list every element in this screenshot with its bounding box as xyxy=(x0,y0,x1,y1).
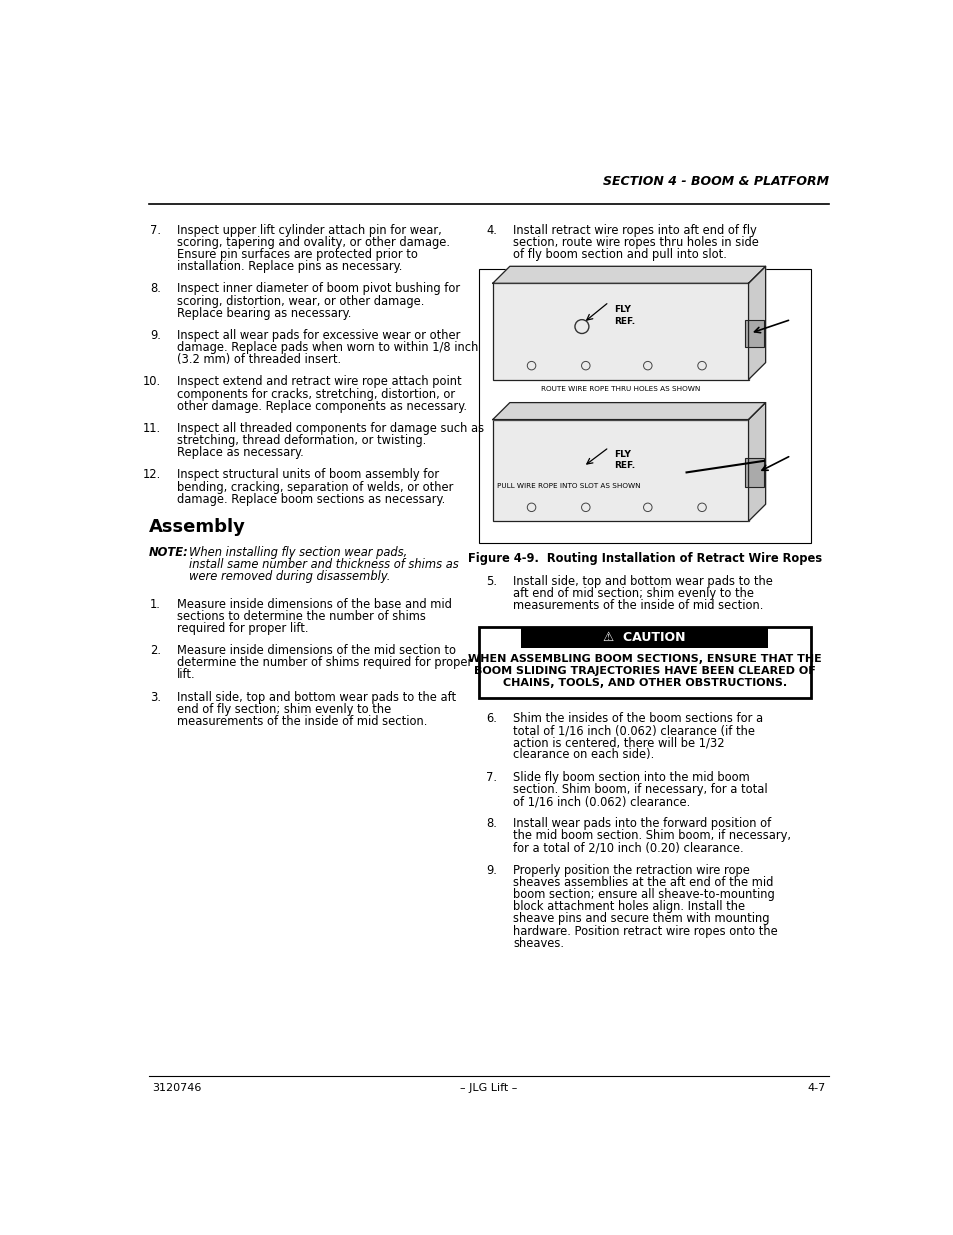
Text: required for proper lift.: required for proper lift. xyxy=(176,622,308,635)
Text: 8.: 8. xyxy=(150,283,161,295)
Text: ⚠  CAUTION: ⚠ CAUTION xyxy=(603,631,685,643)
Text: – JLG Lift –: – JLG Lift – xyxy=(459,1083,517,1093)
Bar xyxy=(744,320,763,347)
Text: 4-7: 4-7 xyxy=(807,1083,825,1093)
Text: 2.: 2. xyxy=(150,645,161,657)
Text: aft end of mid section; shim evenly to the: aft end of mid section; shim evenly to t… xyxy=(513,588,753,600)
Bar xyxy=(493,420,748,521)
Text: Replace bearing as necessary.: Replace bearing as necessary. xyxy=(176,306,351,320)
Bar xyxy=(478,627,810,698)
Text: Install side, top and bottom wear pads to the aft: Install side, top and bottom wear pads t… xyxy=(176,690,456,704)
Text: were removed during disassembly.: were removed during disassembly. xyxy=(189,571,390,583)
Text: scoring, tapering and ovality, or other damage.: scoring, tapering and ovality, or other … xyxy=(176,236,449,248)
Text: 9.: 9. xyxy=(150,329,161,342)
Text: Install side, top and bottom wear pads to the: Install side, top and bottom wear pads t… xyxy=(513,576,772,588)
Text: Measure inside dimensions of the mid section to: Measure inside dimensions of the mid sec… xyxy=(176,645,456,657)
Text: Properly position the retraction wire rope: Properly position the retraction wire ro… xyxy=(513,863,749,877)
Text: 3.: 3. xyxy=(150,690,161,704)
Text: sheave pins and secure them with mounting: sheave pins and secure them with mountin… xyxy=(513,913,769,925)
Polygon shape xyxy=(493,267,765,283)
Text: section, route wire ropes thru holes in side: section, route wire ropes thru holes in … xyxy=(513,236,758,248)
Text: of fly boom section and pull into slot.: of fly boom section and pull into slot. xyxy=(513,248,726,261)
Text: for a total of 2/10 inch (0.20) clearance.: for a total of 2/10 inch (0.20) clearanc… xyxy=(513,841,742,855)
Text: action is centered, there will be 1/32: action is centered, there will be 1/32 xyxy=(513,736,724,750)
Text: 6.: 6. xyxy=(486,713,497,725)
Text: hardware. Position retract wire ropes onto the: hardware. Position retract wire ropes on… xyxy=(513,925,777,937)
Text: REF.: REF. xyxy=(614,316,635,326)
Polygon shape xyxy=(748,403,765,521)
Text: Slide fly boom section into the mid boom: Slide fly boom section into the mid boom xyxy=(513,771,749,784)
Text: Inspect all wear pads for excessive wear or other: Inspect all wear pads for excessive wear… xyxy=(176,329,459,342)
Text: SECTION 4 - BOOM & PLATFORM: SECTION 4 - BOOM & PLATFORM xyxy=(602,175,828,188)
Bar xyxy=(521,627,767,648)
Text: NOTE:: NOTE: xyxy=(149,546,189,558)
Text: Shim the insides of the boom sections for a: Shim the insides of the boom sections fo… xyxy=(513,713,762,725)
Text: WHEN ASSEMBLING BOOM SECTIONS, ENSURE THAT THE: WHEN ASSEMBLING BOOM SECTIONS, ENSURE TH… xyxy=(467,655,821,664)
Text: BOOM SLIDING TRAJECTORIES HAVE BEEN CLEARED OF: BOOM SLIDING TRAJECTORIES HAVE BEEN CLEA… xyxy=(474,666,815,676)
Text: section. Shim boom, if necessary, for a total: section. Shim boom, if necessary, for a … xyxy=(513,783,767,795)
Polygon shape xyxy=(748,267,765,379)
Text: lift.: lift. xyxy=(176,668,195,682)
Text: end of fly section; shim evenly to the: end of fly section; shim evenly to the xyxy=(176,703,391,716)
Text: Ensure pin surfaces are protected prior to: Ensure pin surfaces are protected prior … xyxy=(176,248,417,261)
Text: Install retract wire ropes into aft end of fly: Install retract wire ropes into aft end … xyxy=(513,224,756,237)
Text: 3120746: 3120746 xyxy=(152,1083,201,1093)
Text: REF.: REF. xyxy=(614,461,635,471)
Text: FLY: FLY xyxy=(614,451,631,459)
Text: measurements of the inside of mid section.: measurements of the inside of mid sectio… xyxy=(176,715,427,727)
Text: components for cracks, stretching, distortion, or: components for cracks, stretching, disto… xyxy=(176,388,455,400)
Polygon shape xyxy=(493,403,765,420)
Text: PULL WIRE ROPE INTO SLOT AS SHOWN: PULL WIRE ROPE INTO SLOT AS SHOWN xyxy=(497,483,639,489)
Bar xyxy=(478,269,810,542)
Text: (3.2 mm) of threaded insert.: (3.2 mm) of threaded insert. xyxy=(176,353,340,366)
Text: scoring, distortion, wear, or other damage.: scoring, distortion, wear, or other dama… xyxy=(176,294,423,308)
Text: 1.: 1. xyxy=(150,598,161,610)
Text: bending, cracking, separation of welds, or other: bending, cracking, separation of welds, … xyxy=(176,480,453,494)
Text: stretching, thread deformation, or twisting.: stretching, thread deformation, or twist… xyxy=(176,433,425,447)
Text: FLY: FLY xyxy=(614,305,631,314)
Bar xyxy=(493,283,748,379)
Text: clearance on each side).: clearance on each side). xyxy=(513,748,654,762)
Text: Inspect structural units of boom assembly for: Inspect structural units of boom assembl… xyxy=(176,468,438,482)
Text: sheaves.: sheaves. xyxy=(513,936,563,950)
Bar xyxy=(744,458,763,487)
Text: Inspect inner diameter of boom pivot bushing for: Inspect inner diameter of boom pivot bus… xyxy=(176,283,459,295)
Text: Inspect all threaded components for damage such as: Inspect all threaded components for dama… xyxy=(176,422,483,435)
Text: Assembly: Assembly xyxy=(149,517,245,536)
Text: 7.: 7. xyxy=(150,224,161,237)
Text: ROUTE WIRE ROPE THRU HOLES AS SHOWN: ROUTE WIRE ROPE THRU HOLES AS SHOWN xyxy=(540,385,700,391)
Text: 11.: 11. xyxy=(143,422,161,435)
Text: CHAINS, TOOLS, AND OTHER OBSTRUCTIONS.: CHAINS, TOOLS, AND OTHER OBSTRUCTIONS. xyxy=(502,678,786,688)
Text: damage. Replace boom sections as necessary.: damage. Replace boom sections as necessa… xyxy=(176,493,444,505)
Text: measurements of the inside of mid section.: measurements of the inside of mid sectio… xyxy=(513,599,762,613)
Text: Replace as necessary.: Replace as necessary. xyxy=(176,446,303,459)
Text: Inspect extend and retract wire rope attach point: Inspect extend and retract wire rope att… xyxy=(176,375,460,388)
Text: sections to determine the number of shims: sections to determine the number of shim… xyxy=(176,610,425,622)
Text: When installing fly section wear pads,: When installing fly section wear pads, xyxy=(189,546,407,558)
Text: 9.: 9. xyxy=(486,863,497,877)
Text: other damage. Replace components as necessary.: other damage. Replace components as nece… xyxy=(176,400,466,412)
Text: Figure 4-9.  Routing Installation of Retract Wire Ropes: Figure 4-9. Routing Installation of Retr… xyxy=(467,552,821,564)
Text: 8.: 8. xyxy=(486,818,497,830)
Text: Inspect upper lift cylinder attach pin for wear,: Inspect upper lift cylinder attach pin f… xyxy=(176,224,441,237)
Text: 10.: 10. xyxy=(143,375,161,388)
Text: of 1/16 inch (0.062) clearance.: of 1/16 inch (0.062) clearance. xyxy=(513,795,689,808)
Text: boom section; ensure all sheave-to-mounting: boom section; ensure all sheave-to-mount… xyxy=(513,888,774,902)
Text: 5.: 5. xyxy=(486,576,497,588)
Text: Install wear pads into the forward position of: Install wear pads into the forward posit… xyxy=(513,818,770,830)
Text: installation. Replace pins as necessary.: installation. Replace pins as necessary. xyxy=(176,261,401,273)
Text: sheaves assemblies at the aft end of the mid: sheaves assemblies at the aft end of the… xyxy=(513,876,773,889)
Text: 4.: 4. xyxy=(486,224,497,237)
Text: the mid boom section. Shim boom, if necessary,: the mid boom section. Shim boom, if nece… xyxy=(513,830,790,842)
Text: install same number and thickness of shims as: install same number and thickness of shi… xyxy=(189,558,458,571)
Text: determine the number of shims required for proper: determine the number of shims required f… xyxy=(176,656,472,669)
Text: block attachment holes align. Install the: block attachment holes align. Install th… xyxy=(513,900,744,913)
Text: damage. Replace pads when worn to within 1/8 inch: damage. Replace pads when worn to within… xyxy=(176,341,477,354)
Text: 12.: 12. xyxy=(143,468,161,482)
Text: total of 1/16 inch (0.062) clearance (if the: total of 1/16 inch (0.062) clearance (if… xyxy=(513,724,754,737)
Text: 7.: 7. xyxy=(486,771,497,784)
Text: Measure inside dimensions of the base and mid: Measure inside dimensions of the base an… xyxy=(176,598,451,610)
